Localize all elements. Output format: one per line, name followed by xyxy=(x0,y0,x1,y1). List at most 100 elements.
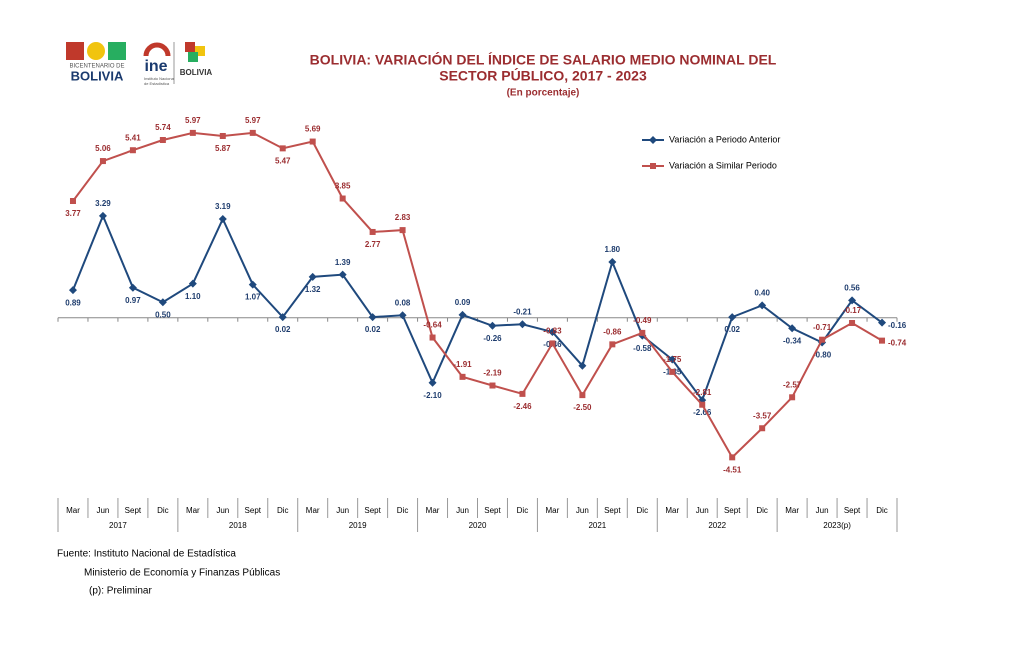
series-line xyxy=(72,213,883,403)
point xyxy=(759,425,766,432)
x-tick-label: Dic xyxy=(517,506,529,515)
year-label: 2023(p) xyxy=(823,521,851,530)
data-label: -2.10 xyxy=(423,391,442,400)
data-label: 1.07 xyxy=(245,293,261,302)
point xyxy=(398,311,407,320)
logo-text: BICENTENARIO DE xyxy=(69,64,124,70)
data-label: 0.08 xyxy=(395,298,411,307)
data-label: 1.80 xyxy=(605,245,621,254)
x-tick-label: Mar xyxy=(186,506,200,515)
point xyxy=(578,361,587,370)
data-label: 2.83 xyxy=(395,213,411,222)
x-tick-label: Jun xyxy=(216,506,229,515)
point xyxy=(99,158,106,165)
point xyxy=(639,329,646,336)
source-text: Ministerio de Economía y Finanzas Públic… xyxy=(84,568,280,579)
point xyxy=(849,319,856,326)
point xyxy=(218,214,227,223)
point xyxy=(339,195,346,202)
point xyxy=(338,270,347,279)
point xyxy=(69,198,76,205)
point xyxy=(579,392,586,399)
data-label: 0.02 xyxy=(724,325,740,334)
data-label: 5.87 xyxy=(215,144,231,153)
data-label: 5.41 xyxy=(125,133,141,142)
point xyxy=(129,147,136,154)
point xyxy=(429,334,436,341)
point xyxy=(428,378,437,387)
point xyxy=(729,454,736,461)
logo-text: ine xyxy=(144,58,167,75)
point xyxy=(459,373,466,380)
data-label: 1.32 xyxy=(305,285,321,294)
logo-ine: ine Instituto Nacional de Estadística BO… xyxy=(143,42,213,86)
x-tick-label: Mar xyxy=(306,506,320,515)
point xyxy=(878,318,887,327)
legend-label: Variación a Similar Periodo xyxy=(669,160,777,170)
x-tick-label: Jun xyxy=(96,506,109,515)
data-label: -4.51 xyxy=(723,465,742,474)
year-label: 2021 xyxy=(588,521,606,530)
year-label: 2019 xyxy=(349,521,367,530)
point xyxy=(758,301,767,310)
data-label: -0.86 xyxy=(603,327,622,336)
data-label: 1.10 xyxy=(185,292,201,301)
x-tick-label: Mar xyxy=(665,506,679,515)
data-label: -0.71 xyxy=(813,323,832,332)
data-label: 5.97 xyxy=(185,116,201,125)
point xyxy=(368,313,377,322)
x-tick-label: Jun xyxy=(576,506,589,515)
x-tick-label: Jun xyxy=(816,506,829,515)
data-label: 0.40 xyxy=(754,288,770,297)
data-label: 0.09 xyxy=(455,298,471,307)
data-label: 1.39 xyxy=(335,258,351,267)
point xyxy=(128,283,137,292)
point xyxy=(458,310,467,319)
year-label: 2020 xyxy=(469,521,487,530)
point xyxy=(159,137,166,144)
data-label: -2.81 xyxy=(693,388,712,397)
chart-title: BOLIVIA: VARIACIÓN DEL ÍNDICE DE SALARIO… xyxy=(310,51,777,68)
x-tick-label: Mar xyxy=(546,506,560,515)
x-tick-label: Dic xyxy=(277,506,289,515)
point xyxy=(789,394,796,401)
point xyxy=(248,280,257,289)
data-label: 0.02 xyxy=(275,325,291,334)
point xyxy=(158,298,167,307)
legend-marker xyxy=(649,136,657,144)
data-label: -2.46 xyxy=(513,402,532,411)
point xyxy=(488,321,497,330)
series-line xyxy=(72,131,883,459)
year-label: 2022 xyxy=(708,521,726,530)
x-tick-label: Mar xyxy=(785,506,799,515)
x-tick-label: Dic xyxy=(756,506,768,515)
legend-label: Variación a Periodo Anterior xyxy=(669,134,780,144)
point xyxy=(98,211,107,220)
data-label: -0.26 xyxy=(483,334,502,343)
x-tick-label: Jun xyxy=(336,506,349,515)
data-label: -0.83 xyxy=(543,327,562,336)
x-tick-label: Dic xyxy=(397,506,409,515)
x-tick-label: Sept xyxy=(844,506,861,515)
x-tick-label: Sept xyxy=(364,506,381,515)
chart-subtitle: (En porcentaje) xyxy=(507,88,580,99)
logo-text: BOLIVIA xyxy=(180,68,213,77)
point xyxy=(188,279,197,288)
point xyxy=(399,227,406,234)
data-label: -0.34 xyxy=(783,336,802,345)
point xyxy=(189,129,196,136)
logo-bicentenario: BICENTENARIO DE BOLIVIA xyxy=(66,42,126,83)
x-tick-label: Dic xyxy=(876,506,888,515)
x-tick-label: Sept xyxy=(125,506,142,515)
data-label: -0.64 xyxy=(423,321,442,330)
point xyxy=(548,327,557,336)
point xyxy=(308,272,317,281)
x-tick-label: Jun xyxy=(696,506,709,515)
data-label: -3.57 xyxy=(753,411,772,420)
data-label: -1.91 xyxy=(453,360,472,369)
point xyxy=(699,401,706,408)
data-label: -2.50 xyxy=(573,403,592,412)
point xyxy=(819,336,826,343)
data-label: -1.75 xyxy=(663,355,682,364)
